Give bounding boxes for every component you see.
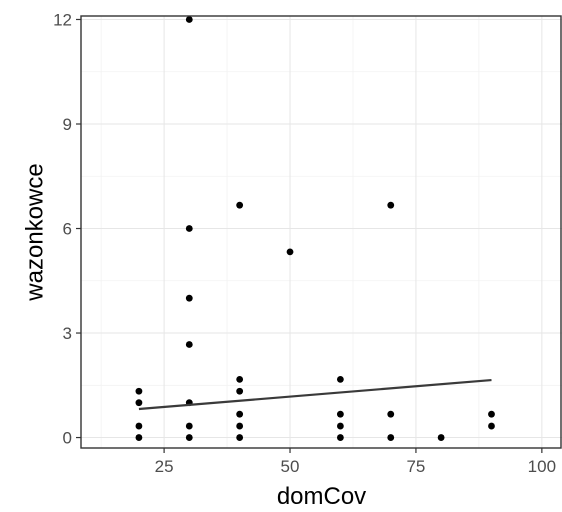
x-tick-label: 50 xyxy=(281,457,300,476)
data-point xyxy=(236,434,244,441)
data-points xyxy=(135,16,495,441)
data-point xyxy=(185,294,193,302)
data-point xyxy=(135,434,143,441)
data-point xyxy=(387,201,395,209)
data-point xyxy=(437,434,445,441)
y-tick-label: 9 xyxy=(63,115,72,134)
data-point xyxy=(236,410,244,418)
data-point xyxy=(336,434,344,441)
data-point xyxy=(236,422,244,430)
data-point xyxy=(185,225,193,232)
data-point xyxy=(135,387,143,395)
data-point xyxy=(336,422,344,430)
axis-ticks: 25 50 75 100 0 3 6 9 12 xyxy=(53,10,556,476)
x-tick-label: 75 xyxy=(406,457,425,476)
y-tick-label: 0 xyxy=(63,429,72,448)
data-point xyxy=(286,248,294,256)
data-point xyxy=(135,399,143,407)
y-tick-label: 3 xyxy=(63,324,72,343)
grid xyxy=(81,16,562,448)
data-point xyxy=(387,434,395,441)
plot-panel-border xyxy=(80,15,562,449)
y-tick-label: 6 xyxy=(63,220,72,239)
data-point xyxy=(185,422,193,430)
data-point xyxy=(236,375,244,383)
data-point xyxy=(336,375,344,383)
data-point xyxy=(236,387,244,395)
y-tick-label: 12 xyxy=(53,10,72,29)
data-point xyxy=(387,410,395,418)
data-point xyxy=(185,16,193,23)
y-axis-title: wazonkowce xyxy=(21,163,48,301)
x-axis-title: domCov xyxy=(277,483,366,510)
data-point xyxy=(488,410,495,418)
data-point xyxy=(135,422,143,430)
data-point xyxy=(236,201,244,209)
data-point xyxy=(185,341,193,348)
data-point xyxy=(488,422,495,430)
data-point xyxy=(185,434,193,441)
x-tick-label: 25 xyxy=(155,457,174,476)
trend-line xyxy=(138,378,492,411)
x-tick-label: 100 xyxy=(528,457,556,476)
data-point xyxy=(336,410,344,418)
trend-line-group xyxy=(138,378,492,411)
